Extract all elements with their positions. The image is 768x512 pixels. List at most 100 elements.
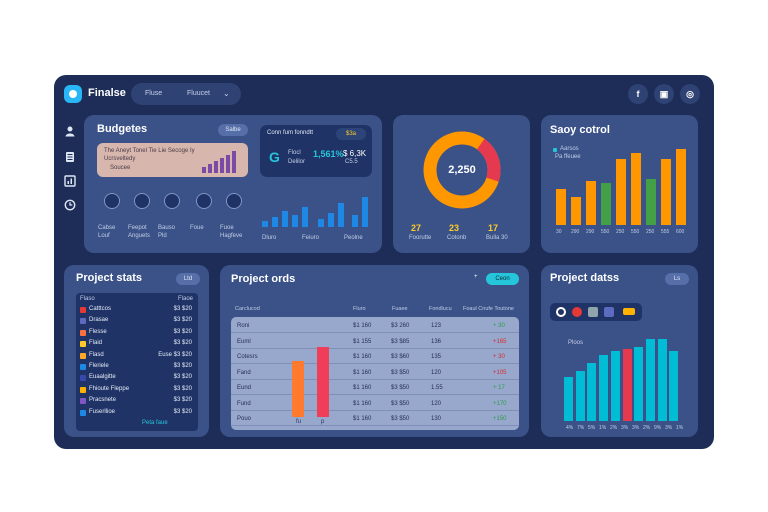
row-name: Fuserllioe (89, 408, 116, 415)
cash-value: 1,561% (313, 149, 344, 159)
row-icon (80, 364, 86, 370)
row-value: $1 160 (353, 354, 372, 360)
row-change: +170 (493, 400, 507, 407)
savings-bar (631, 153, 641, 225)
row-name: Flaid (89, 340, 103, 347)
row-name: Euml (237, 338, 251, 345)
row-name: Flasd (89, 351, 104, 358)
project-stats-title: Project stats (76, 272, 143, 284)
budgets-pill[interactable]: Salbe (218, 124, 248, 136)
folder-icon[interactable] (623, 308, 635, 315)
avatar[interactable] (226, 193, 242, 209)
row-icon (80, 341, 86, 348)
chart-icon[interactable] (64, 175, 76, 187)
chevron-down-icon: ⌄ (223, 89, 230, 98)
avatar[interactable] (134, 193, 150, 209)
overlay-bar-orange (292, 361, 304, 417)
red-app-icon[interactable] (572, 307, 582, 317)
savings-x-label: 550 (631, 229, 640, 235)
app-title: Finalse (88, 87, 126, 99)
avatar[interactable] (196, 193, 212, 209)
row-icon (80, 352, 86, 359)
column-header: Fondlucu (429, 306, 452, 312)
cash-x-label: Peolne (344, 235, 363, 241)
row-value: $1 155 (353, 338, 372, 345)
row-value: $3 $20 (173, 397, 192, 404)
banner-line-3: Soucee (110, 165, 131, 171)
project-x-label: 3% (632, 425, 640, 431)
project-bar (669, 351, 679, 421)
facebook-icon[interactable]: f (628, 84, 648, 104)
project-x-label: 7% (577, 425, 585, 431)
globe-icon[interactable]: ◎ (680, 84, 700, 104)
savings-bar (646, 179, 656, 225)
cash-tag: $3a (336, 128, 366, 140)
project-stats-table: Flaso Flaoe Catttcos $3 $20 Drasae $3 $20 Fl… (76, 293, 198, 431)
filter-select[interactable]: Fluse Fluucet ⌄ (131, 83, 241, 105)
row-change: + 17 (493, 385, 505, 391)
savings-x-label: 550 (601, 229, 610, 235)
col-header-name: Flaso (80, 296, 95, 302)
savings-bar (661, 159, 671, 225)
project-stats-footer[interactable]: Peta faue (142, 420, 168, 426)
person-sub: Anguets (128, 233, 151, 239)
row-value: 135 (431, 354, 442, 360)
grey-app-icon[interactable] (588, 307, 598, 317)
project-stats-panel: Project stats Ltd Flaso Flaoe Catttcos $3… (64, 265, 209, 437)
project-datss-pill[interactable]: Ls (665, 273, 689, 285)
savings-x-label: 30 (556, 229, 562, 235)
col-header-value: Flaoe (178, 296, 194, 302)
savings-x-label: 600 (676, 229, 685, 235)
person-name: Fuoe (220, 225, 234, 231)
cash-bar (262, 221, 268, 227)
avatar[interactable] (104, 193, 120, 209)
row-change: +165 (493, 338, 507, 345)
project-x-label: 3% (621, 425, 629, 431)
row-name: Flesse (89, 328, 107, 335)
project-stats-pill[interactable]: Ltd (176, 273, 200, 285)
project-x-label: 1% (599, 425, 607, 431)
mini-bar (202, 167, 206, 173)
blue-app-icon[interactable] (604, 307, 614, 317)
clock-icon[interactable] (64, 199, 76, 211)
donut-chart (423, 131, 501, 209)
avatar[interactable] (164, 193, 180, 209)
row-name: Euaalgitte (89, 374, 116, 381)
ceon-button[interactable]: Ceon (486, 273, 519, 285)
row-divider (231, 332, 519, 333)
cash-x-label: Feiuro (302, 235, 320, 241)
row-value: 120 (431, 400, 442, 407)
top-bar: Finalse Fluse Fluucet ⌄ f ▣ ◎ (54, 75, 714, 115)
donut-legend-label: Foorutte (409, 235, 432, 241)
circle-icon[interactable] (556, 307, 566, 317)
banner-line-1: The Aneyt Tonel Tie Lie Secoge Iy (104, 148, 195, 154)
row-value: $3 $20 (173, 385, 192, 392)
row-value: 136 (431, 338, 442, 345)
column-header: Fluro (353, 306, 366, 312)
donut-legend-value: 27 (411, 223, 422, 233)
row-value: $3 $85 (391, 338, 410, 345)
project-x-label: 3% (665, 425, 673, 431)
mini-bar (220, 158, 224, 173)
row-name: Fleriele (89, 363, 109, 369)
row-value: 123 (431, 323, 442, 329)
user-icon[interactable] (64, 125, 76, 137)
donut-segment-red (423, 131, 501, 209)
savings-x-label: 290 (586, 229, 595, 235)
row-value: $3 260 (391, 323, 410, 329)
row-name: Fund (237, 400, 251, 407)
row-divider (231, 378, 519, 380)
cash-bar (282, 211, 288, 227)
row-value: $3 $20 (173, 340, 192, 347)
cash-bar (338, 203, 344, 227)
share-icon[interactable]: ▣ (654, 84, 674, 104)
row-change: + 30 (493, 354, 505, 360)
document-icon[interactable] (64, 151, 76, 163)
row-name: Drasae (89, 317, 109, 324)
row-divider (231, 394, 519, 395)
row-name: Pracsnete (89, 397, 117, 404)
row-icon (80, 307, 86, 313)
row-name: Fhioute Fleppe (89, 385, 130, 392)
plus-icon[interactable]: + (474, 274, 478, 280)
project-x-label: 1% (676, 425, 684, 431)
